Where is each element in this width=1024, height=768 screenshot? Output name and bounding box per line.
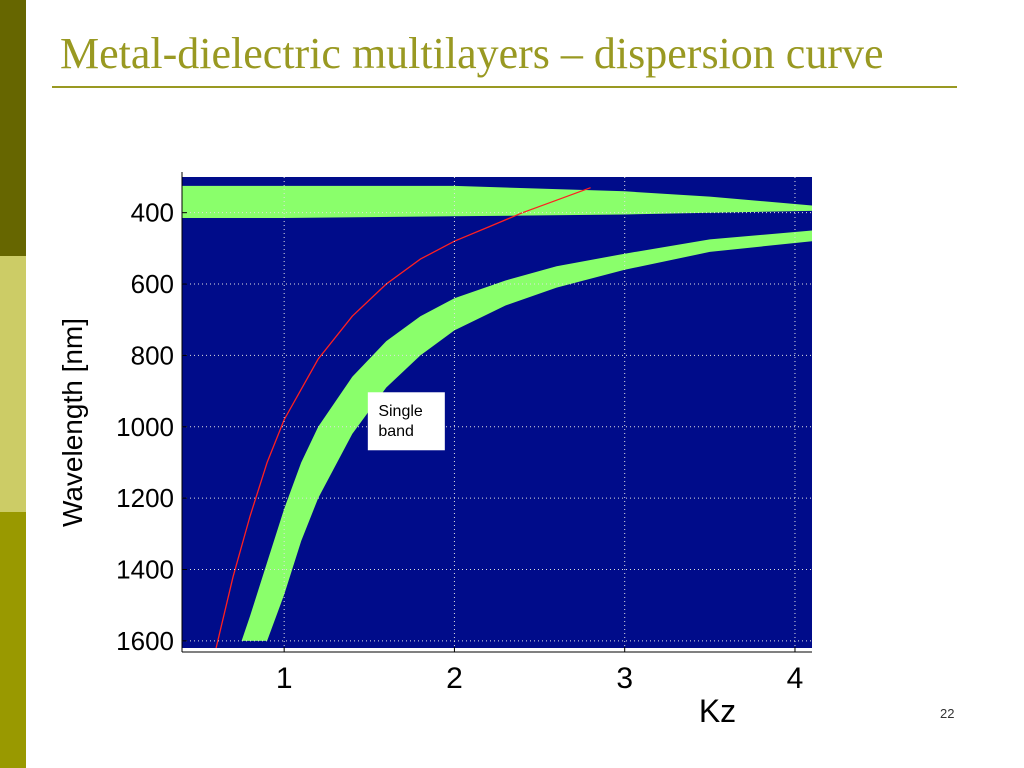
y-tick-label-1400: 1400 xyxy=(116,555,174,585)
y-tick-label-800: 800 xyxy=(131,340,174,370)
page-number: 22 xyxy=(940,706,955,721)
annotation-box xyxy=(367,392,445,451)
y-tick-label-1000: 1000 xyxy=(116,412,174,442)
x-axis-label: Kz xyxy=(699,693,736,729)
plot-area xyxy=(182,177,812,648)
side-bar-mid xyxy=(0,512,26,768)
title-underline xyxy=(52,86,957,88)
y-tick-label-1200: 1200 xyxy=(116,483,174,513)
y-tick-label-1600: 1600 xyxy=(116,626,174,656)
annotation-text-2: band xyxy=(378,423,414,440)
band-2 xyxy=(182,185,812,218)
y-tick-label-600: 600 xyxy=(131,269,174,299)
dispersion-line xyxy=(215,187,591,648)
x-tick-label-4: 4 xyxy=(787,662,804,695)
y-tick-label-400: 400 xyxy=(131,198,174,228)
side-bar-dark xyxy=(0,0,26,256)
annotation-text-1: Single xyxy=(378,403,423,420)
x-tick-label-2: 2 xyxy=(446,662,463,695)
y-axis-label: Wavelength [nm] xyxy=(57,318,88,527)
x-tick-label-1: 1 xyxy=(276,662,293,695)
slide-title: Metal-dielectric multilayers – dispersio… xyxy=(60,29,884,78)
side-bar-light xyxy=(0,256,26,512)
x-tick-label-3: 3 xyxy=(616,662,633,695)
